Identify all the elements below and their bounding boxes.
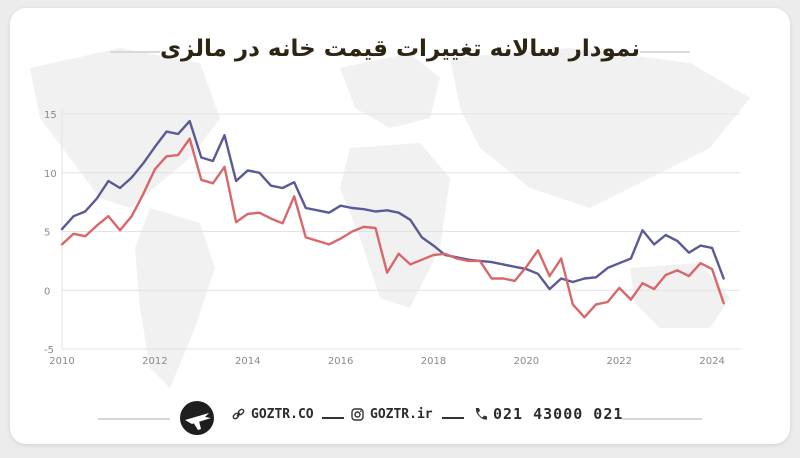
x-tick-label: 2016 (328, 356, 353, 367)
title-divider-right (640, 51, 690, 53)
footer-separator (442, 417, 464, 419)
series-line-2 (60, 137, 725, 319)
instagram-icon (351, 408, 364, 421)
y-tick-label: -5 (44, 345, 54, 356)
link-icon (232, 408, 245, 421)
y-tick-label: 5 (44, 228, 50, 239)
x-tick-label: 2014 (235, 356, 260, 367)
x-tick-label: 2022 (607, 356, 632, 367)
y-tick-label: 15 (44, 110, 57, 121)
instagram-link[interactable]: GOZTR.ir (351, 407, 433, 422)
x-tick-label: 2010 (49, 356, 74, 367)
y-tick-label: 0 (44, 286, 50, 297)
website-link[interactable]: GOZTR.CO (232, 407, 314, 422)
chart-card: -5 0 5 10 15 2010 2012 2014 2016 2018 2020 2022 202… (10, 8, 790, 444)
phone-contact[interactable]: 021 43000 021 (474, 405, 623, 423)
website-label: GOZTR.CO (251, 407, 314, 422)
logo-airplane-icon (180, 401, 214, 435)
series-line-1 (60, 119, 725, 291)
title-bar: نمودار سالانه تغییرات قیمت خانه در مالزی (10, 34, 790, 70)
phone-icon (474, 407, 487, 421)
y-tick-label: 10 (44, 169, 57, 180)
footer-divider-right (622, 418, 702, 420)
x-tick-label: 2012 (142, 356, 167, 367)
phone-number: 021 43000 021 (493, 405, 624, 423)
line-chart: -5 0 5 10 15 2010 2012 2014 2016 2018 2020 2022 202… (44, 110, 740, 367)
instagram-label: GOZTR.ir (370, 407, 433, 422)
x-tick-label: 2024 (699, 356, 724, 367)
x-tick-label: 2018 (421, 356, 446, 367)
footer-separator (322, 417, 344, 419)
chart-title: نمودار سالانه تغییرات قیمت خانه در مالزی (159, 36, 641, 62)
x-tick-label: 2020 (514, 356, 539, 367)
footer: GOZTR.CO GOZTR.ir 021 43000 021 (10, 400, 790, 436)
world-map-background (30, 48, 750, 388)
footer-divider-left (98, 418, 170, 420)
title-divider-left (110, 51, 160, 53)
